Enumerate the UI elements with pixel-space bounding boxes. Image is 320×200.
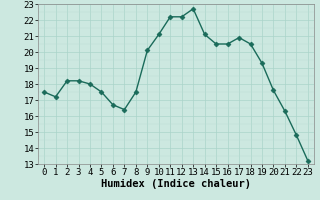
X-axis label: Humidex (Indice chaleur): Humidex (Indice chaleur): [101, 179, 251, 189]
